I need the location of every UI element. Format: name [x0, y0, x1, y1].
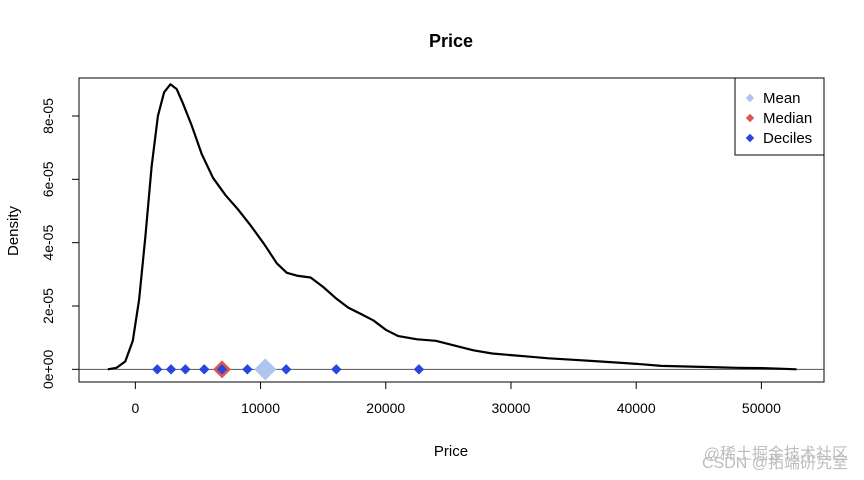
- y-tick-label: 8e-05: [40, 98, 56, 134]
- y-tick-label: 6e-05: [40, 161, 56, 197]
- mean-marker: [254, 358, 277, 381]
- density-line: [107, 83, 797, 371]
- y-tick-label: 0e+00: [40, 349, 56, 389]
- legend-label: Mean: [763, 90, 801, 107]
- y-axis: 0e+00 2e-05 4e-05 6e-05 8e-05: [40, 98, 80, 389]
- y-tick-label: 2e-05: [40, 288, 56, 324]
- chart-title: Price: [429, 31, 473, 51]
- decile-marker: [281, 364, 292, 375]
- decile-marker: [331, 364, 342, 375]
- x-axis: 0 10000 20000 30000 40000 50000: [131, 381, 781, 416]
- x-tick-label: 0: [131, 400, 139, 416]
- legend: Mean Median Deciles: [734, 77, 825, 156]
- watermark-line-1: @稀土掘金技术社区: [704, 445, 848, 463]
- x-tick-label: 10000: [241, 400, 280, 416]
- legend-label: Median: [763, 110, 812, 127]
- x-axis-label: Price: [434, 443, 468, 460]
- y-tick-label: 4e-05: [40, 225, 56, 261]
- y-axis-label: Density: [5, 205, 22, 256]
- x-tick-label: 20000: [366, 400, 405, 416]
- decile-marker: [199, 364, 210, 375]
- legend-marker: [745, 93, 755, 103]
- decile-marker: [242, 364, 253, 375]
- watermark-line-2: CSDN @拓端研究室: [702, 454, 848, 472]
- legend-label: Deciles: [763, 130, 812, 147]
- legend-marker: [745, 133, 755, 143]
- decile-marker: [180, 364, 191, 375]
- decile-marker: [165, 364, 177, 375]
- x-tick-label: 50000: [742, 400, 781, 416]
- decile-marker: [216, 364, 228, 375]
- x-tick-label: 30000: [492, 400, 531, 416]
- plot-area: [107, 83, 797, 381]
- legend-box: [734, 77, 825, 156]
- x-tick-label: 40000: [617, 400, 656, 416]
- decile-marker: [413, 364, 425, 375]
- legend-marker: [745, 113, 755, 123]
- decile-marker: [152, 364, 163, 375]
